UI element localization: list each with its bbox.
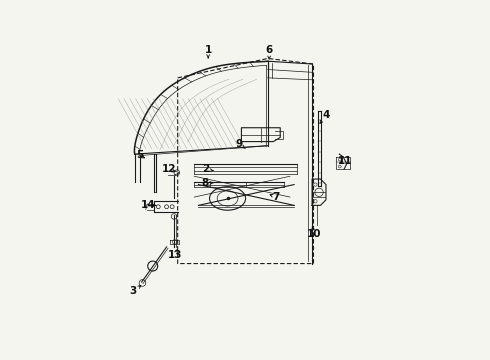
Text: 11: 11 (338, 156, 353, 166)
Text: 13: 13 (168, 250, 182, 260)
Text: 2: 2 (202, 164, 209, 174)
Text: 1: 1 (204, 45, 212, 55)
Text: 9: 9 (235, 139, 242, 149)
Text: 6: 6 (266, 45, 273, 55)
Text: 4: 4 (322, 110, 330, 120)
Text: 3: 3 (130, 286, 137, 296)
Text: 5: 5 (136, 150, 143, 161)
Text: 7: 7 (272, 192, 280, 202)
Text: 12: 12 (162, 164, 176, 174)
Text: 10: 10 (307, 229, 321, 239)
Text: 14: 14 (141, 201, 155, 210)
Text: 8: 8 (202, 178, 209, 188)
